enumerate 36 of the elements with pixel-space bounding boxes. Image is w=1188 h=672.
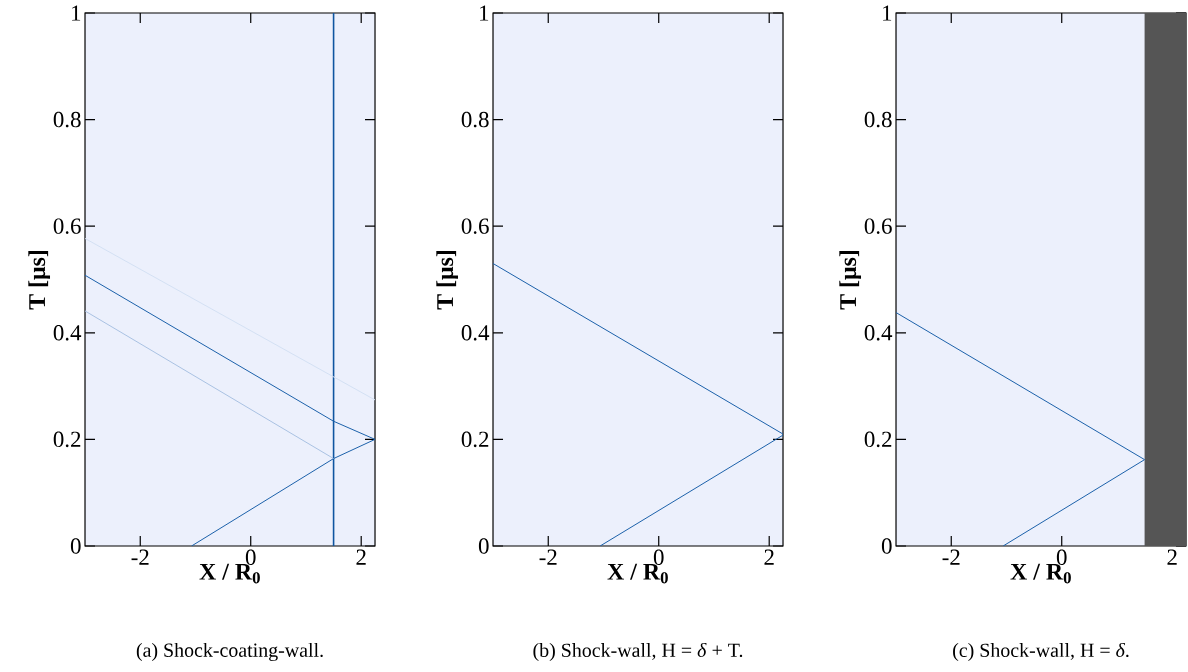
x-tick-label: 2 <box>1167 549 1177 565</box>
x-tick-label: -2 <box>942 549 960 565</box>
x-axis-title: X / R$_{0}$ <box>199 563 260 584</box>
y-tick-label: 0.4 <box>461 324 490 341</box>
y-tick-label: 0.8 <box>461 111 489 128</box>
y-tick-label: 1 <box>883 5 892 21</box>
y-tick-label: 0.2 <box>461 431 489 448</box>
y-tick-label: 0 <box>478 538 489 554</box>
x-axis-title: X / R$_{0}$ <box>1010 563 1071 584</box>
text: (b) Shock-wall, H = δ + T. <box>533 642 743 662</box>
y-tick-label: 0.8 <box>53 111 81 128</box>
y-tick-label: 0.4 <box>53 324 82 341</box>
x-tick-label: 2 <box>764 549 774 565</box>
x-tick-label: 0 <box>1056 549 1067 565</box>
y-tick-label: 0.6 <box>864 218 892 234</box>
y-tick-label: 1 <box>72 5 81 21</box>
y-tick-label: 0.8 <box>864 111 892 128</box>
y-tick-label: 0.6 <box>53 218 81 234</box>
y-tick-label: 1 <box>480 5 489 21</box>
text: (a) Shock-coating-wall. <box>136 642 323 662</box>
x-axis-title: X / R$_{0}$ <box>607 563 668 584</box>
x-tick-label: 0 <box>653 549 664 565</box>
y-tick-label: 0.2 <box>53 431 81 448</box>
x-tick-label: 0 <box>245 549 256 565</box>
x-tick-label: -2 <box>539 549 557 565</box>
y-tick-label: 0.4 <box>864 324 893 341</box>
y-axis-title: T [μs] <box>28 250 51 310</box>
text: (c) Shock-wall, H = δ. <box>953 642 1129 662</box>
y-tick-label: 0 <box>70 538 81 554</box>
y-axis-title: T [μs] <box>436 250 459 310</box>
y-tick-label: 0.6 <box>461 218 489 234</box>
y-tick-label: 0 <box>881 538 892 554</box>
x-tick-label: 2 <box>356 549 366 565</box>
y-tick-label: 0.2 <box>864 431 892 448</box>
y-axis-title: T [μs] <box>839 250 862 310</box>
x-tick-label: -2 <box>131 549 149 565</box>
